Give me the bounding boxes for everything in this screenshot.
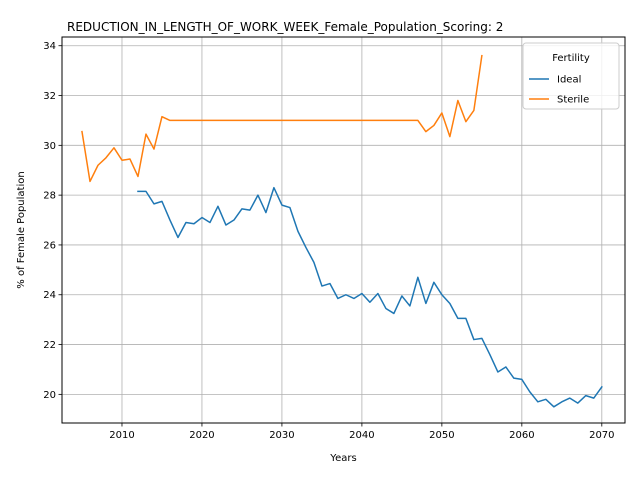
legend-items: Ideal Sterile [529,75,589,106]
y-tick-label: 22 [43,340,56,351]
y-tick-label: 20 [43,390,56,401]
legend-title: Fertility [552,53,590,64]
x-tick-label: 2060 [509,430,534,441]
x-tick-label: 2040 [349,430,374,441]
y-axis-ticks: 20 22 24 26 28 30 32 34 [43,41,62,401]
x-tick-label: 2020 [189,430,214,441]
chart-title: REDUCTION_IN_LENGTH_OF_WORK_WEEK_Female_… [67,20,503,34]
y-tick-label: 32 [43,91,56,102]
y-tick-label: 24 [43,290,56,301]
x-axis-label: Years [329,453,356,464]
y-tick-label: 34 [43,41,56,52]
y-tick-label: 26 [43,240,56,251]
x-tick-label: 2010 [109,430,134,441]
x-tick-label: 2030 [269,430,294,441]
plot-frame [61,36,626,424]
legend-label-ideal: Ideal [557,75,581,86]
grid-lines [62,37,625,423]
y-tick-label: 30 [43,141,56,152]
x-tick-label: 2050 [429,430,454,441]
x-tick-label: 2070 [589,430,614,441]
legend-box [522,42,620,110]
legend: Fertility Ideal Sterile [522,42,620,110]
series-line-ideal [137,186,603,408]
series-line-sterile [81,54,483,183]
legend-label-sterile: Sterile [557,95,589,106]
y-axis-label: % of Female Population [16,171,27,288]
series-lines [81,54,603,408]
y-tick-label: 28 [43,191,56,202]
x-axis-ticks: 2010 2020 2030 2040 2050 2060 2070 [109,423,615,441]
